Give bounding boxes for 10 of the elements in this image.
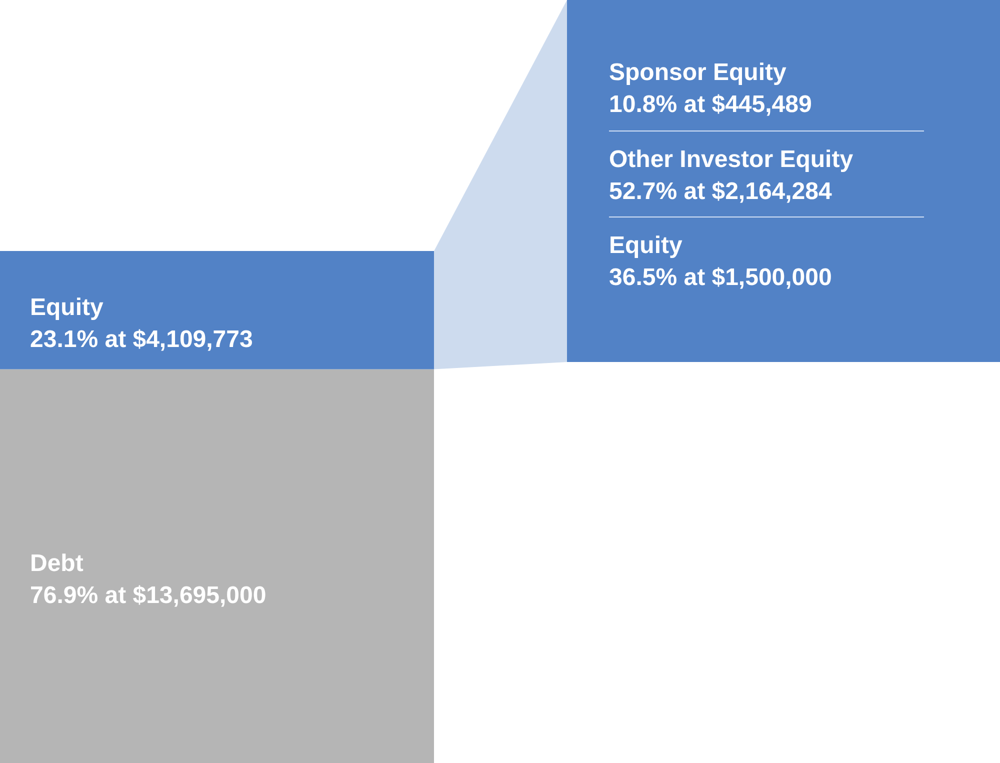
text: Other Investor Equity [609,146,854,173]
text: 52.7% at $2,164,284 [609,178,832,205]
text: Equity [609,232,683,259]
series-label: Equity [30,294,104,322]
data-label: 23.1% at $4,109,773 [30,326,253,354]
series-label: Debt [30,550,84,578]
text: 10.8% at $445,489 [609,91,812,118]
text: Sponsor Equity [609,59,787,86]
text: 36.5% at $1,500,000 [609,264,832,291]
data-label: 76.9% at $13,695,000 [30,582,266,610]
